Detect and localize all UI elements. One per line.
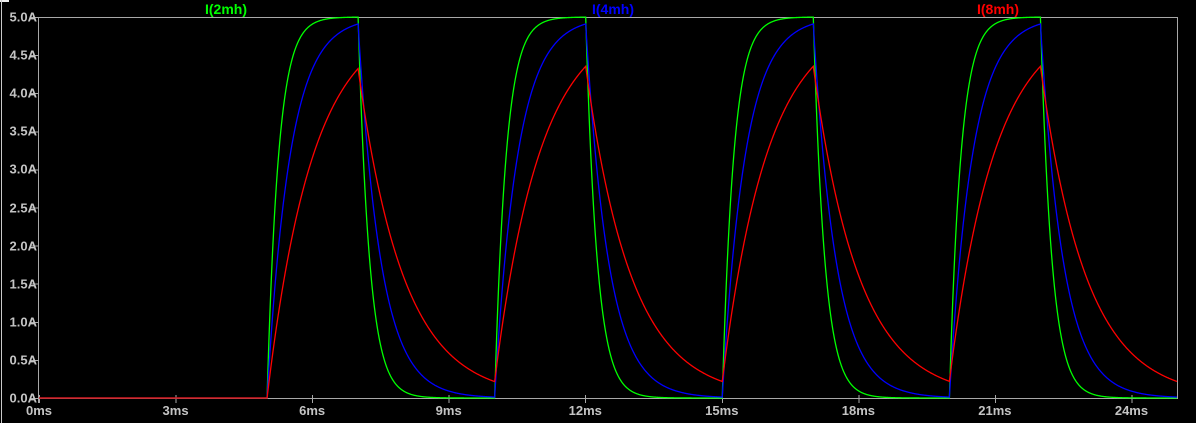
- x-tick-label: 18ms: [841, 403, 875, 418]
- x-tick-label: 6ms: [299, 403, 326, 418]
- y-tick-label: 2.5A: [9, 200, 37, 215]
- window-corner-decoration: [0, 0, 9, 2]
- y-tick-label: 0.0A: [9, 390, 37, 406]
- x-tick-label: 21ms: [978, 403, 1012, 418]
- trace-i2mh[interactable]: [39, 16, 1177, 399]
- y-tick-label: 4.0A: [9, 85, 37, 101]
- y-tick-label: 3.5A: [9, 123, 37, 139]
- x-tick-label: 3ms: [162, 403, 189, 418]
- y-tick-label: 4.5A: [9, 47, 37, 63]
- x-tick-label: 9ms: [435, 403, 462, 418]
- window-left-border: [1, 0, 2, 423]
- x-tick-label: 0ms: [25, 403, 53, 418]
- trace-label-i2mh[interactable]: I(2mh): [205, 1, 247, 17]
- x-tick-label: 12ms: [568, 403, 602, 418]
- y-tick-label: 1.0A: [9, 314, 37, 330]
- y-tick-label: 3.0A: [9, 161, 37, 177]
- x-tick-label: 24ms: [1114, 403, 1149, 418]
- trace-label-i4mh[interactable]: I(4mh): [592, 1, 634, 17]
- y-tick-label: 2.0A: [9, 238, 37, 254]
- y-tick-label: 1.5A: [9, 276, 37, 292]
- trace-i8mh[interactable]: [39, 64, 1178, 399]
- trace-label-i8mh[interactable]: I(8mh): [977, 1, 1019, 17]
- y-tick-label: 5.0A: [9, 9, 37, 25]
- x-tick-label: 15ms: [705, 403, 739, 418]
- y-tick-label: 0.5A: [9, 352, 37, 368]
